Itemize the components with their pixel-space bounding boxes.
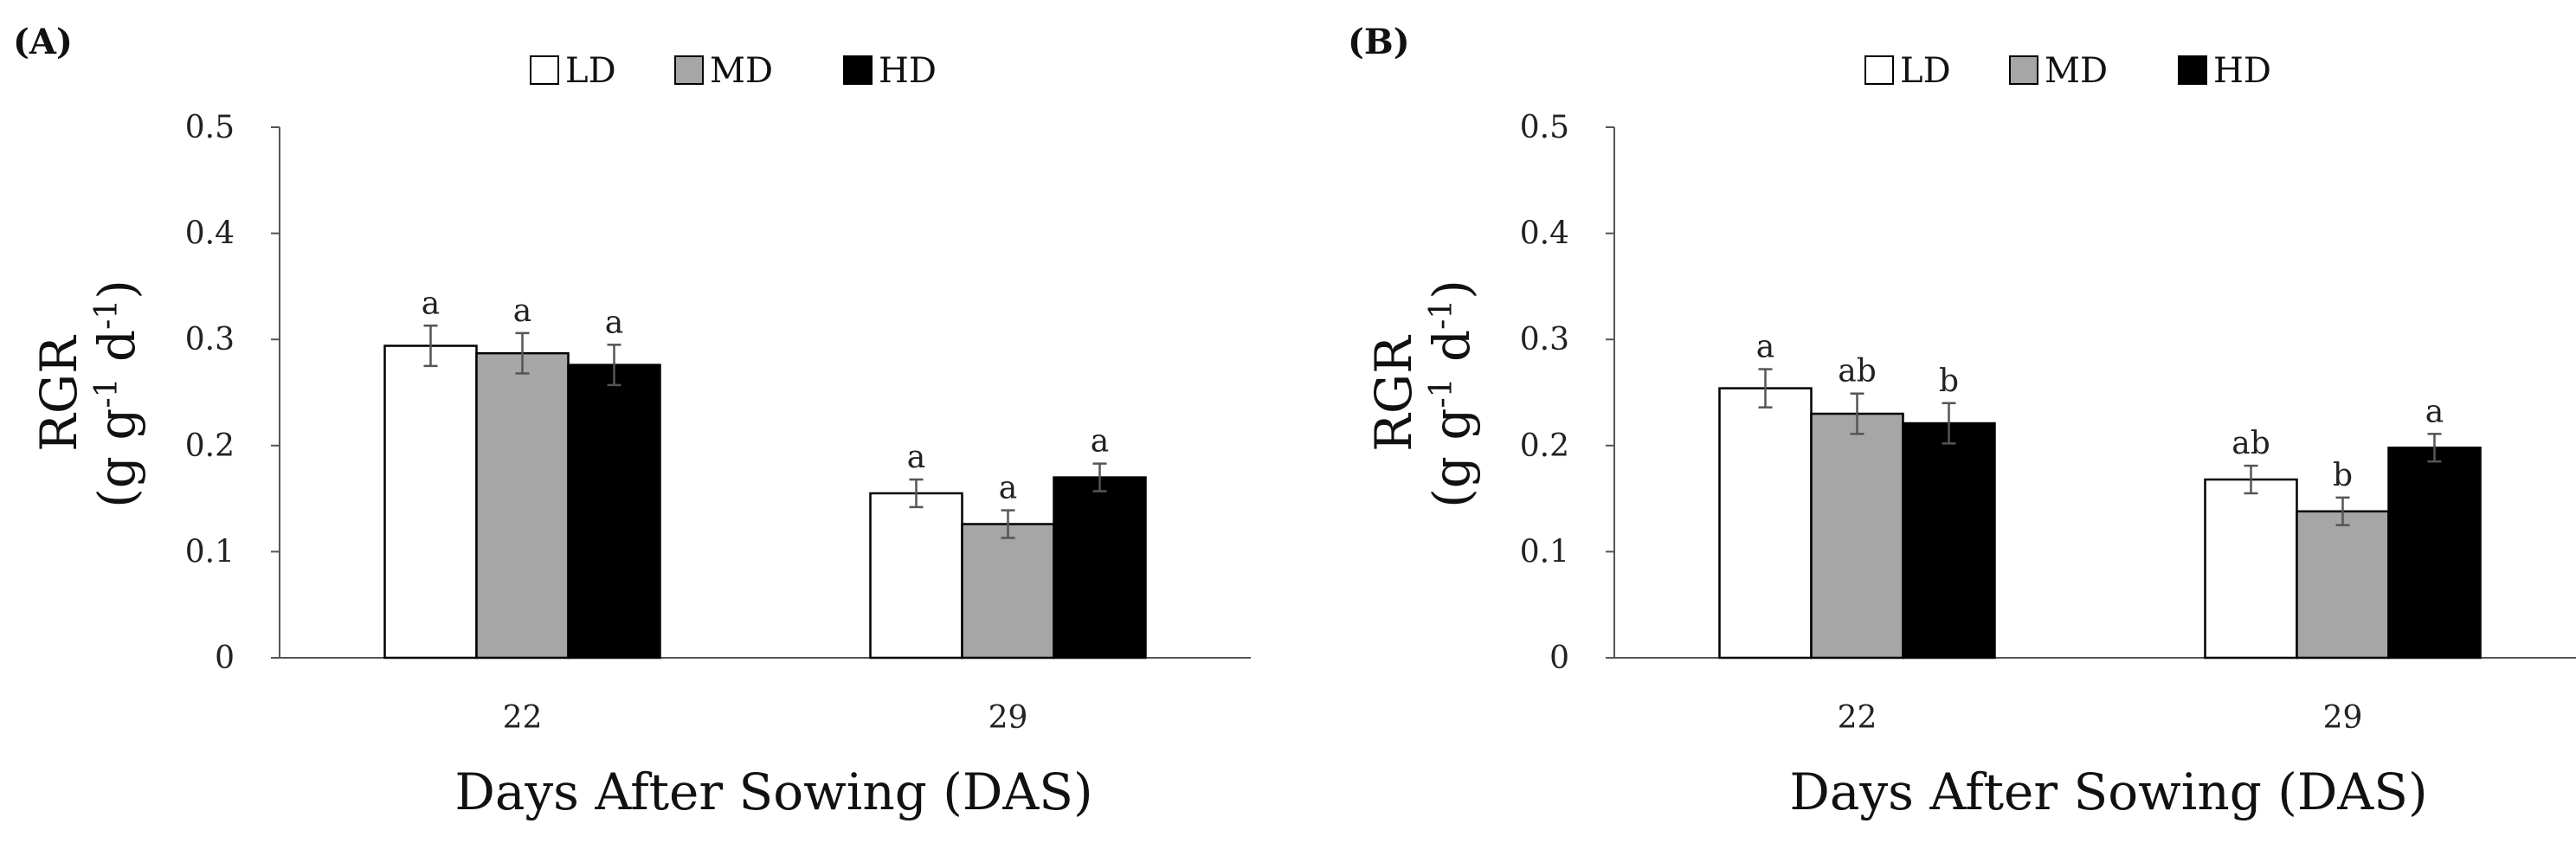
- y-axis-units: (g g-1 d-1): [1422, 280, 1481, 508]
- significance-letter: a: [1756, 330, 1774, 365]
- bar-ld-22: [383, 344, 478, 660]
- y-tick-label: 0.5: [185, 110, 235, 145]
- significance-letter: a: [999, 471, 1017, 506]
- panel-label: (A): [13, 22, 73, 62]
- panel-b: (B) LD MD HD 0 0.1 0.2 0.3 0.4 0.5 a ab b 22 ab b a 29 Day…: [1348, 22, 2576, 821]
- bar-md-22: [1810, 412, 1904, 660]
- legend-label-md: MD: [2045, 51, 2108, 91]
- legend-swatch-md: [2009, 55, 2038, 85]
- legend-swatch-ld: [530, 55, 559, 85]
- legend-swatch-hd: [2178, 55, 2207, 85]
- significance-letter: a: [1091, 424, 1109, 460]
- x-axis-title: Days After Sowing (DAS): [1789, 763, 2427, 821]
- y-tick-label: 0.3: [185, 322, 235, 357]
- significance-letter: a: [907, 440, 925, 475]
- bar-md-29: [2296, 510, 2390, 660]
- y-tick-label: 0.5: [1520, 110, 1569, 145]
- bar-hd-22: [1902, 422, 1996, 660]
- y-tick-label: 0.4: [185, 216, 235, 252]
- y-tick-label: 0: [1549, 640, 1569, 676]
- y-tick-label: 0.2: [1520, 428, 1569, 464]
- x-tick-label: 22: [1838, 700, 1877, 736]
- x-axis-title: Days After Sowing (DAS): [454, 763, 1092, 821]
- y-axis-units: (g g-1 d-1): [87, 280, 146, 508]
- significance-letter: a: [422, 286, 440, 321]
- legend-swatch-md: [674, 55, 704, 85]
- bar-hd-22: [567, 364, 661, 660]
- legend-swatch-ld: [1864, 55, 1894, 85]
- significance-letter: a: [2425, 394, 2444, 429]
- y-tick-label: 0: [215, 640, 235, 676]
- y-tick-label: 0.3: [1520, 322, 1569, 357]
- y-axis-title: RGR: [29, 334, 88, 452]
- y-tick-label: 0.4: [1520, 216, 1569, 252]
- legend-label-ld: LD: [565, 51, 616, 91]
- bar-hd-29: [1053, 476, 1147, 660]
- legend-label-hd: HD: [879, 51, 937, 91]
- bar-md-22: [475, 351, 570, 660]
- significance-letter: a: [513, 293, 531, 329]
- significance-letter: a: [605, 305, 623, 340]
- panel-a: (A) LD MD HD 0 0.1 0.2 0.3 0.4 0.5 a a a 22 a a a 29 Days …: [13, 22, 1251, 821]
- y-tick-label: 0.1: [185, 534, 235, 570]
- legend-label-md: MD: [710, 51, 773, 91]
- bar-ld-29: [869, 492, 963, 660]
- y-tick-label: 0.2: [185, 428, 235, 464]
- legend-label-hd: HD: [2213, 51, 2271, 91]
- y-tick-label: 0.1: [1520, 534, 1569, 570]
- x-tick-label: 29: [2323, 700, 2363, 736]
- panel-label: (B): [1348, 22, 1410, 62]
- x-tick-label: 29: [989, 700, 1028, 736]
- bar-ld-22: [1718, 387, 1813, 660]
- significance-letter: b: [2333, 458, 2353, 493]
- bar-hd-29: [2387, 447, 2482, 660]
- y-axis-title: RGR: [1364, 334, 1423, 452]
- significance-letter: ab: [2231, 426, 2270, 461]
- significance-letter: ab: [1838, 354, 1877, 389]
- bar-ld-29: [2204, 478, 2298, 660]
- bar-md-29: [961, 523, 1055, 660]
- legend-swatch-hd: [843, 55, 873, 85]
- legend-label-ld: LD: [1900, 51, 1951, 91]
- significance-letter: b: [1939, 364, 1959, 399]
- x-tick-label: 22: [503, 700, 543, 736]
